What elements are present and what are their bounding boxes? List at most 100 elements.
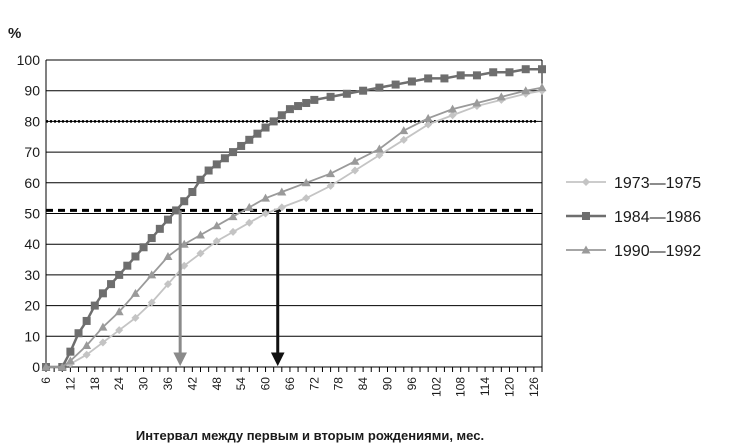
point-2-0 [41, 362, 51, 371]
point-1-2 [66, 347, 75, 356]
point-1-37 [391, 80, 400, 89]
point-0-15 [277, 203, 286, 212]
point-1-44 [505, 68, 514, 77]
point-1-29 [285, 105, 294, 114]
legend-marker-1 [582, 212, 590, 220]
y-tick-label-60: 60 [24, 175, 40, 191]
point-0-18 [350, 166, 359, 175]
point-0-11 [212, 237, 221, 246]
point-2-26 [537, 83, 547, 92]
point-0-16 [302, 194, 311, 203]
point-0-20 [399, 135, 408, 144]
point-1-45 [521, 65, 530, 74]
y-tick-label-50: 50 [24, 206, 40, 222]
y-tick-label-80: 80 [24, 113, 40, 129]
y-tick-label-30: 30 [24, 267, 40, 283]
legend: 1973—1975 1984—1986 1990—1992 [566, 175, 701, 260]
y-axis-ticks: 0 10 20 30 40 50 60 70 80 90 100 [17, 52, 41, 375]
point-0-14 [261, 209, 270, 218]
x-tick-label-36: 36 [161, 377, 175, 391]
point-2-12 [228, 212, 238, 221]
point-1-17 [188, 188, 197, 197]
point-1-21 [220, 154, 229, 163]
y-tick-label-90: 90 [24, 83, 40, 99]
series-2 [41, 83, 547, 371]
arrow-head-1 [270, 352, 285, 367]
point-1-43 [489, 68, 498, 77]
point-2-4 [98, 322, 108, 331]
point-0-12 [229, 227, 238, 236]
point-1-11 [139, 243, 148, 252]
x-tick-label-42: 42 [185, 377, 199, 391]
point-1-46 [538, 65, 546, 74]
plot-grid [45, 59, 543, 368]
x-tick-label-12: 12 [63, 377, 77, 391]
y-tick-label-20: 20 [24, 298, 40, 314]
series-0 [42, 86, 546, 371]
point-1-38 [407, 77, 416, 86]
point-2-3 [82, 341, 92, 350]
point-1-6 [98, 289, 107, 298]
point-1-26 [261, 123, 270, 132]
y-tick-label-0: 0 [32, 359, 40, 375]
point-1-16 [180, 197, 189, 206]
point-1-25 [253, 129, 262, 138]
x-tick-label-54: 54 [234, 377, 248, 391]
series-layer [41, 65, 547, 371]
arrow-head-0 [173, 352, 187, 367]
point-0-19 [375, 151, 384, 160]
series-1 [42, 65, 546, 371]
legend-label-0: 1973—1975 [614, 175, 701, 192]
point-1-14 [163, 215, 172, 224]
reference-lines [46, 120, 538, 212]
point-0-8 [163, 280, 172, 289]
point-0-4 [98, 338, 107, 347]
point-1-41 [456, 71, 465, 80]
point-1-24 [245, 135, 254, 144]
point-1-22 [229, 148, 238, 157]
x-tick-label-18: 18 [88, 377, 102, 391]
point-2-25 [521, 86, 531, 95]
x-tick-label-120: 120 [502, 377, 516, 397]
point-2-6 [130, 288, 140, 297]
x-tick-label-108: 108 [454, 377, 468, 397]
point-2-1 [57, 362, 67, 371]
y-tick-label-40: 40 [24, 236, 40, 252]
point-1-3 [74, 329, 83, 338]
point-2-21 [423, 113, 433, 122]
point-1-9 [123, 261, 132, 270]
legend-label-2: 1990—1992 [614, 243, 701, 260]
point-2-9 [179, 239, 189, 248]
point-1-30 [294, 102, 303, 111]
point-2-11 [212, 221, 222, 230]
point-0-6 [131, 313, 140, 322]
point-1-42 [472, 71, 481, 80]
point-2-23 [472, 98, 482, 107]
point-2-5 [114, 307, 124, 316]
point-2-24 [496, 92, 506, 101]
point-1-13 [155, 224, 164, 233]
x-tick-label-66: 66 [283, 377, 297, 391]
point-1-23 [237, 141, 246, 150]
x-tick-label-84: 84 [356, 377, 370, 391]
point-2-19 [374, 144, 384, 153]
point-1-8 [115, 270, 124, 279]
legend-label-1: 1984—1986 [614, 209, 701, 226]
point-0-22 [448, 111, 457, 120]
x-tick-label-114: 114 [478, 377, 492, 396]
point-0-17 [326, 181, 335, 190]
legend-marker-2 [581, 245, 591, 254]
series-line-2 [46, 86, 543, 368]
point-1-35 [359, 86, 368, 95]
point-1-39 [424, 74, 433, 83]
point-2-14 [261, 193, 271, 202]
point-2-15 [277, 187, 287, 196]
legend-item-2: 1990—1992 [566, 243, 701, 260]
point-1-15 [172, 206, 181, 215]
point-1-34 [342, 89, 351, 98]
point-1-20 [212, 160, 221, 169]
point-2-8 [163, 251, 173, 260]
y-axis-label: % [8, 25, 21, 42]
point-0-7 [147, 298, 156, 307]
